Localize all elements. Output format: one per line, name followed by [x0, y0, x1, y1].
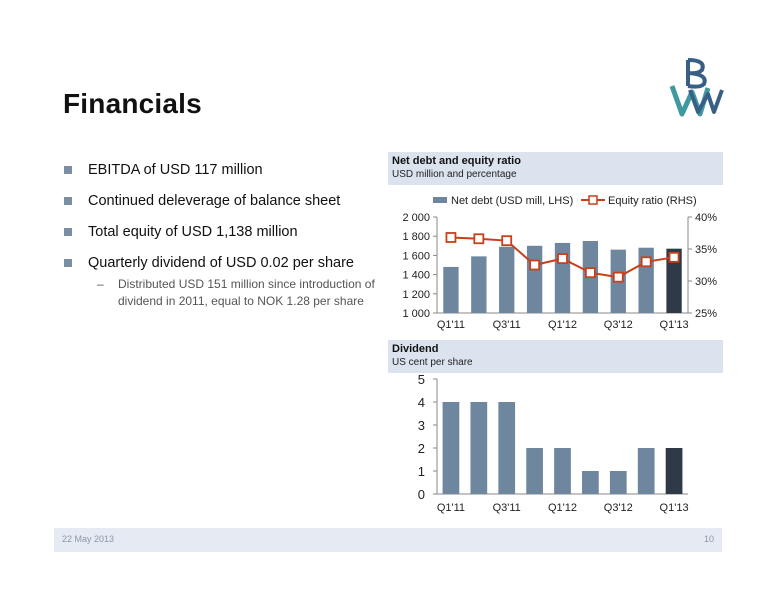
- bullet-list: EBITDA of USD 117 million Continued dele…: [63, 160, 383, 310]
- net-debt-bar: [666, 248, 682, 313]
- y-right-tick-label: 35%: [695, 244, 717, 256]
- dividend-bar: [665, 448, 683, 494]
- page-title: Financials: [63, 88, 202, 119]
- y-right-tick-label: 30%: [695, 276, 717, 288]
- y-left-tick-label: 1 200: [402, 289, 430, 301]
- legend-marker-equity-ratio: [588, 195, 598, 205]
- equity-ratio-point: [557, 253, 568, 264]
- bullet-square-icon: [64, 197, 72, 205]
- bullet-square-icon: [64, 228, 72, 236]
- x-tick-label: Q1'11: [437, 319, 465, 331]
- y-left-tick-label: 2 000: [402, 212, 430, 224]
- bullet-item: Quarterly dividend of USD 0.02 per share: [63, 253, 383, 284]
- dividend-chart: 0 1 2 3 4 5 Q1'11 Q3'11 Q1'12 Q3'12 Q1'13: [418, 373, 689, 514]
- legend-swatch-net-debt: [433, 197, 447, 203]
- x-tick-label: Q1'13: [660, 319, 689, 331]
- dividend-chart-title: Dividend: [392, 343, 439, 355]
- y-left-tick-label: 1 400: [402, 270, 430, 282]
- dividend-bar: [609, 471, 627, 494]
- bullet-item: Continued deleverage of balance sheet: [63, 191, 383, 222]
- x-tick-label: Q3'12: [604, 319, 633, 331]
- logo-w-mark-right: [688, 89, 724, 114]
- net-debt-chart-subtitle: USD million and percentage: [392, 169, 517, 180]
- net-debt-bar: [499, 246, 515, 313]
- equity-ratio-point: [584, 267, 596, 279]
- bullet-item: Total equity of USD 1,138 million: [63, 222, 383, 253]
- bullet-square-icon: [64, 166, 72, 174]
- x-tick-label: Q1'12: [548, 319, 577, 331]
- equity-ratio-point: [473, 233, 485, 245]
- footer-bar: 22 May 2013 10: [54, 528, 722, 552]
- equity-ratio-point: [501, 235, 513, 247]
- y-tick-label: 4: [418, 395, 425, 410]
- x-tick-label: Q1'11: [437, 502, 465, 514]
- dividend-bar: [498, 402, 516, 494]
- equity-ratio-point: [668, 251, 680, 263]
- y-tick-label: 0: [418, 487, 425, 502]
- x-tick-label: Q3'12: [604, 502, 633, 514]
- sub-bullet-text: Distributed USD 151 million since introd…: [118, 277, 375, 308]
- bullet-text: Quarterly dividend of USD 0.02 per share: [88, 255, 354, 271]
- legend-label-equity-ratio: Equity ratio (RHS): [608, 195, 697, 207]
- y-left-tick-label: 1 800: [402, 231, 430, 243]
- dividend-bar: [442, 402, 460, 494]
- dividend-chart-subtitle: US cent per share: [392, 357, 473, 368]
- y-left-tick-label: 1 600: [402, 250, 430, 262]
- dividend-chart-header: Dividend US cent per share: [388, 340, 723, 373]
- company-logo: [669, 58, 724, 117]
- net-debt-bar: [526, 245, 543, 313]
- dividend-bar: [554, 448, 571, 494]
- y-tick-label: 2: [418, 441, 425, 456]
- y-tick-label: 3: [418, 418, 425, 433]
- y-right-tick-label: 25%: [695, 308, 717, 320]
- net-debt-chart-title: Net debt and equity ratio: [392, 155, 521, 167]
- net-debt-bar: [471, 256, 487, 313]
- sub-bullet-item: – Distributed USD 151 million since intr…: [63, 276, 378, 310]
- logo-b-mark: [686, 58, 707, 89]
- net-debt-chart-header: Net debt and equity ratio USD million an…: [388, 152, 723, 185]
- net-debt-bar: [443, 266, 459, 313]
- y-right-tick-label: 40%: [695, 212, 717, 224]
- equity-ratio-point: [529, 259, 541, 271]
- dash-marker: –: [97, 277, 104, 291]
- x-tick-label: Q1'13: [660, 502, 689, 514]
- x-tick-label: Q1'12: [548, 502, 577, 514]
- equity-ratio-point: [612, 271, 624, 283]
- footer-date: 22 May 2013: [62, 534, 115, 544]
- y-tick-label: 5: [418, 373, 425, 387]
- dividend-bar: [470, 402, 488, 494]
- y-tick-label: 1: [418, 464, 425, 479]
- bullet-text: Total equity of USD 1,138 million: [88, 224, 298, 240]
- legend-label-net-debt: Net debt (USD mill, LHS): [451, 195, 573, 207]
- y-left-tick-label: 1 000: [402, 308, 430, 320]
- page-number: 10: [703, 534, 714, 544]
- equity-ratio-point: [640, 256, 652, 268]
- dividend-bar: [526, 448, 543, 494]
- dividend-bar: [637, 448, 655, 494]
- bullet-text: EBITDA of USD 117 million: [88, 162, 263, 178]
- bullet-item: EBITDA of USD 117 million: [63, 160, 383, 191]
- dividend-bar: [582, 471, 599, 494]
- net-debt-equity-chart: Net debt (USD mill, LHS) Equity ratio (RH…: [402, 195, 717, 331]
- x-tick-label: Q3'11: [493, 319, 521, 331]
- equity-ratio-point: [445, 232, 457, 243]
- bullet-text: Continued deleverage of balance sheet: [88, 193, 341, 209]
- x-tick-label: Q3'11: [493, 502, 521, 514]
- bullet-square-icon: [64, 259, 72, 267]
